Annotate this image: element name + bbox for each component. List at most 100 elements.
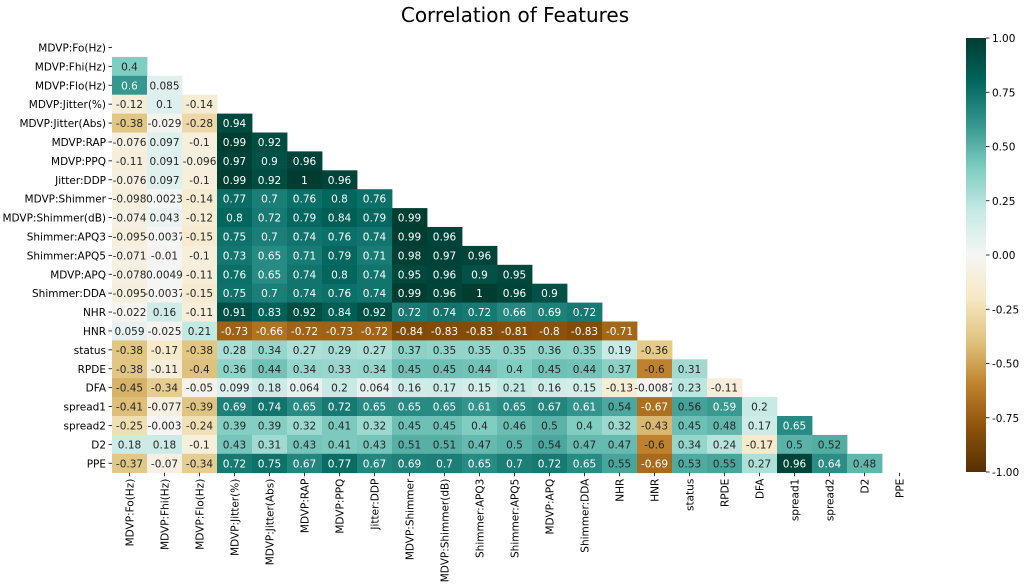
cell-value-label: 0.34	[678, 439, 702, 451]
cell-value-label: 0.24	[713, 439, 737, 451]
x-tick-label: MDVP:Jitter(Abs)	[265, 479, 277, 566]
cell-value-label: 0.65	[293, 402, 316, 414]
y-tick-label: MDVP:Flo(Hz)	[35, 80, 106, 92]
heatmap-cell	[252, 340, 288, 360]
cell-value-label: -0.003	[148, 420, 182, 432]
cell-value-label: 0.0023	[146, 194, 183, 206]
heatmap-cell	[287, 245, 323, 266]
cell-value-label: 0.41	[328, 420, 351, 432]
heatmap-cell	[182, 416, 218, 436]
y-tick-label: RPDE	[78, 364, 106, 376]
heatmap-cell	[112, 227, 148, 247]
heatmap-cell	[532, 302, 568, 322]
cell-value-label: 0.35	[468, 345, 491, 357]
cell-value-label: 0.72	[573, 307, 596, 319]
heatmap-cell	[567, 302, 603, 322]
heatmap-cell	[287, 227, 323, 247]
cell-value-label: 0.097	[149, 175, 179, 187]
heatmap-cell	[357, 378, 393, 398]
cell-value-label: 0.16	[153, 307, 177, 319]
heatmap-cell	[287, 189, 323, 209]
cell-value-label: 0.74	[258, 402, 282, 414]
heatmap-cell	[462, 245, 498, 266]
heatmap-cell	[112, 208, 148, 228]
cell-value-label: -0.43	[641, 420, 668, 432]
heatmap-cell	[217, 113, 253, 133]
heatmap-cell	[147, 75, 183, 96]
cell-value-label: -0.83	[431, 326, 458, 338]
cell-value-label: 0.94	[223, 118, 247, 130]
x-axis-labels: MDVP:Fo(Hz) MDVP:Fhi(Hz) MDVP:Flo(Hz) MDVP:…	[125, 472, 907, 582]
heatmap-cell	[182, 227, 218, 247]
heatmap-cell	[252, 416, 288, 436]
cell-value-label: 0.31	[258, 439, 281, 451]
cell-value-label: -0.72	[291, 326, 318, 338]
cell-value-label: -0.34	[186, 458, 213, 470]
heatmap-cell	[147, 245, 183, 266]
heatmap-cell	[742, 397, 778, 417]
heatmap-cell	[357, 321, 393, 341]
cell-value-label: -0.029	[148, 118, 182, 130]
heatmap-cell	[602, 416, 638, 436]
cell-value-label: -0.25	[116, 420, 143, 432]
cell-value-label: -0.36	[641, 345, 668, 357]
heatmap-cell	[287, 340, 323, 360]
cell-value-label: -0.24	[186, 420, 213, 432]
heatmap-cell	[322, 208, 358, 228]
colorbar-tick-label: -0.75	[992, 413, 1019, 425]
heatmap-cell	[217, 340, 253, 360]
cell-value-label: -0.38	[116, 118, 143, 130]
cell-value-label: -0.0087	[634, 383, 675, 395]
heatmap-cells: 0.4 0.6 0.085 -0.12 0.1 -0.14 -0.38 -0.029 -0.28…	[112, 56, 883, 474]
cell-value-label: 0.9	[541, 288, 558, 300]
cell-value-label: 0.7	[506, 458, 523, 470]
heatmap-cell	[742, 453, 778, 474]
cell-value-label: -0.6	[644, 364, 665, 376]
cell-value-label: 0.15	[468, 383, 491, 395]
cell-value-label: 0.39	[258, 420, 281, 432]
cell-value-label: -0.12	[186, 213, 213, 225]
cell-value-label: 0.2	[751, 402, 768, 414]
cell-value-label: 0.37	[608, 364, 631, 376]
x-tick-label: NHR	[615, 479, 627, 502]
heatmap-cell	[392, 283, 428, 303]
heatmap-cell	[567, 416, 603, 436]
cell-value-label: 0.74	[363, 231, 387, 243]
cell-value-label: 0.61	[573, 402, 596, 414]
cell-value-label: -0.11	[116, 156, 143, 168]
cell-value-label: 0.51	[398, 439, 421, 451]
heatmap-cell	[742, 416, 778, 436]
heatmap-cell	[357, 283, 393, 303]
heatmap-cell	[112, 283, 148, 303]
cell-value-label: -0.17	[746, 439, 773, 451]
cell-value-label: 0.44	[258, 364, 282, 376]
cell-value-label: 0.43	[363, 439, 386, 451]
heatmap-cell	[252, 208, 288, 228]
cell-value-label: 0.74	[363, 269, 387, 281]
heatmap-cell	[532, 453, 568, 474]
cell-value-label: -0.81	[501, 326, 528, 338]
heatmap-cell	[217, 189, 253, 209]
heatmap-cell	[112, 75, 148, 96]
heatmap-cell	[252, 434, 288, 455]
cell-value-label: 0.28	[223, 345, 246, 357]
heatmap-cell	[112, 397, 148, 417]
cell-value-label: -0.078	[113, 269, 147, 281]
heatmap-cell	[462, 434, 498, 455]
heatmap-cell	[497, 416, 533, 436]
x-tick-label: PPE	[895, 479, 907, 498]
y-tick-label: NHR	[83, 307, 106, 319]
cell-value-label: 0.9	[471, 269, 488, 281]
heatmap-cell	[672, 434, 708, 455]
heatmap-cell	[252, 151, 288, 171]
cell-value-label: 0.47	[608, 439, 631, 451]
cell-value-label: -0.1	[189, 175, 210, 187]
cell-value-label: 0.72	[328, 402, 351, 414]
heatmap-cell	[112, 113, 148, 133]
heatmap-cell	[112, 434, 148, 455]
cell-value-label: 0.65	[363, 402, 386, 414]
heatmap-cell	[217, 132, 253, 152]
heatmap-cell	[427, 245, 463, 266]
cell-value-label: 0.71	[363, 250, 386, 262]
cell-value-label: 0.55	[713, 458, 736, 470]
